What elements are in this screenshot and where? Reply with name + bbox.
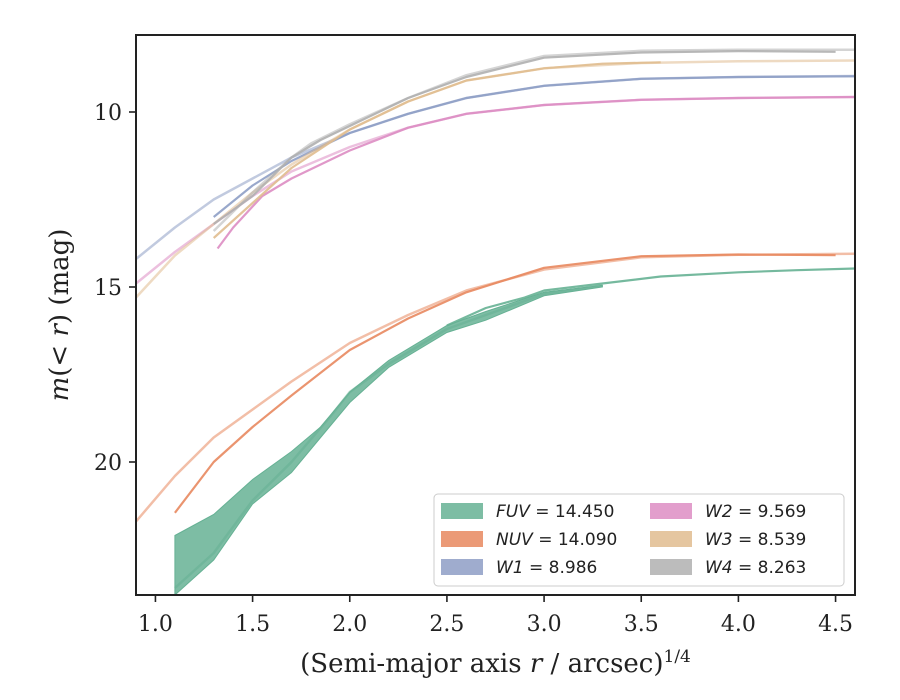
y-tick-label: 20 bbox=[94, 451, 122, 476]
x-tick-label: 3.0 bbox=[527, 612, 562, 637]
legend-label-w3: W3 = 8.539 bbox=[705, 530, 806, 550]
w3-curve-1 bbox=[136, 59, 855, 299]
w4-curve-2 bbox=[213, 49, 836, 225]
legend-label-w4: W4 = 8.263 bbox=[705, 558, 806, 578]
fuv-band bbox=[174, 284, 603, 595]
w1-curve-1 bbox=[136, 74, 855, 260]
x-tick-label: 4.5 bbox=[818, 612, 853, 637]
x-tick-label: 1.0 bbox=[138, 612, 173, 637]
x-tick-label: 3.5 bbox=[624, 612, 659, 637]
w1-curve-2 bbox=[213, 75, 855, 218]
legend-label-nuv: NUV = 14.090 bbox=[496, 530, 617, 550]
x-tick-label: 1.5 bbox=[235, 612, 270, 637]
x-tick-label: 4.0 bbox=[721, 612, 756, 637]
legend-swatch-nuv bbox=[441, 531, 483, 547]
plot-frame bbox=[135, 34, 856, 596]
w2-curve-2 bbox=[216, 95, 855, 250]
axes: 1.0 1.5 2.0 2.5 3.0 3.5 4.0 4.5 10 15 20 (Semi-majo… bbox=[45, 34, 856, 679]
legend-swatch-w2 bbox=[650, 503, 692, 519]
legend-swatch-w4 bbox=[650, 559, 692, 575]
y-tick-label: 15 bbox=[94, 276, 122, 301]
legend: FUV = 14.450 NUV = 14.090 W1 = 8.986 W2 = 9… bbox=[433, 493, 845, 587]
x-tick-label: 2.5 bbox=[429, 612, 464, 637]
x-tick-label: 2.0 bbox=[332, 612, 367, 637]
legend-swatch-w1 bbox=[441, 559, 483, 575]
legend-box bbox=[433, 493, 845, 587]
data-curves bbox=[136, 48, 855, 589]
legend-swatch-fuv bbox=[441, 503, 483, 519]
shaded-bands bbox=[174, 284, 603, 595]
y-tick-label: 10 bbox=[94, 101, 122, 126]
y-axis-label: m(< r) (mag) bbox=[45, 229, 75, 402]
fuv-curve-1 bbox=[174, 284, 603, 589]
nuv-curve-2 bbox=[174, 253, 836, 514]
legend-label-fuv: FUV = 14.450 bbox=[496, 502, 614, 522]
fuv-curve-2 bbox=[446, 267, 855, 327]
legend-label-w1: W1 = 8.986 bbox=[496, 558, 597, 578]
nuv-curve-1 bbox=[136, 252, 855, 523]
x-axis-label: (Semi-major axis r / arcsec)1/4 bbox=[300, 647, 691, 679]
legend-label-w2: W2 = 9.569 bbox=[705, 502, 806, 522]
w3-curve-2 bbox=[212, 61, 661, 239]
legend-swatch-w3 bbox=[650, 531, 692, 547]
